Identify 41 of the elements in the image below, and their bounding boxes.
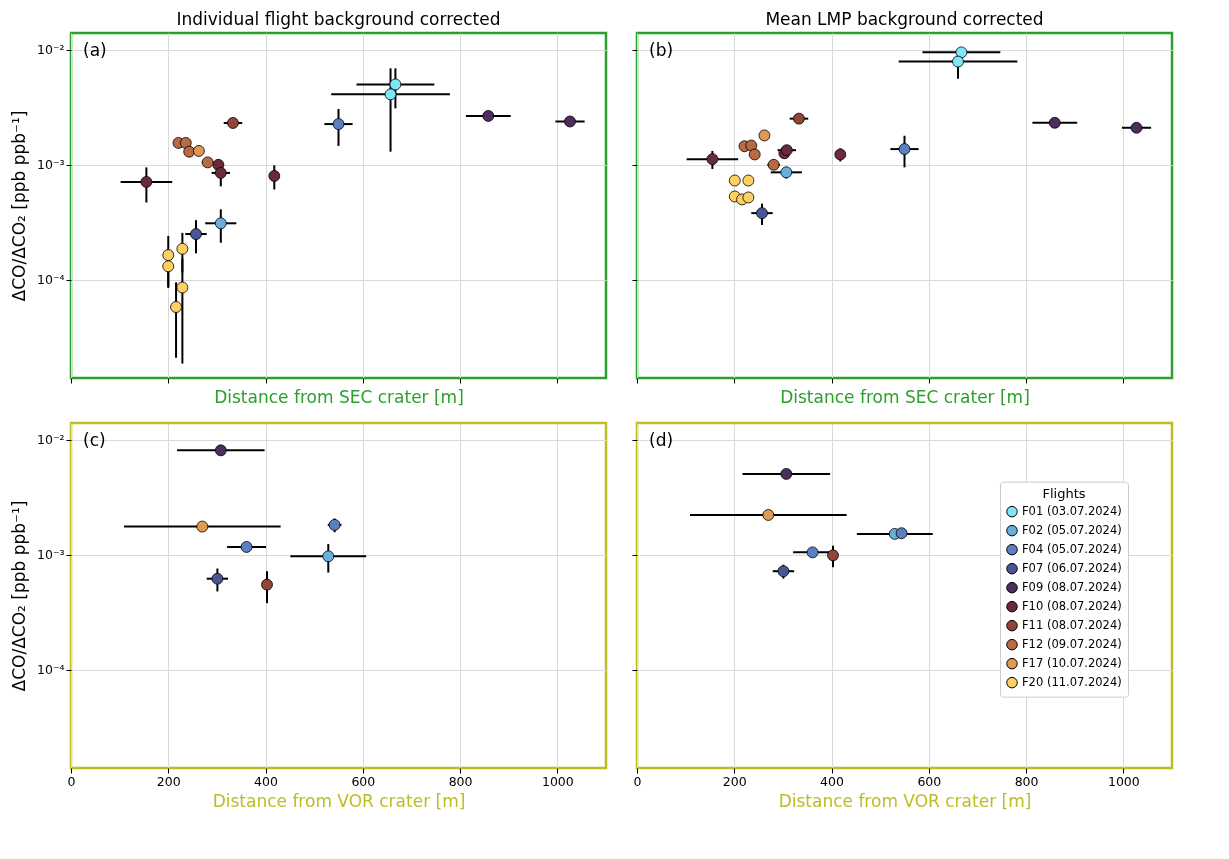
- annotation: (b): [649, 40, 674, 60]
- legend-label: F12 (09.07.2024): [1022, 636, 1122, 651]
- x-tick-label: 200: [156, 773, 181, 789]
- legend-label: F10 (08.07.2024): [1022, 598, 1122, 613]
- chart-title: Individual flight background corrected: [176, 9, 501, 29]
- x-tick-label: 400: [254, 773, 279, 789]
- legend-label: F17 (10.07.2024): [1022, 655, 1122, 670]
- x-tick-label: 0: [67, 773, 76, 789]
- legend-label: F01 (03.07.2024): [1022, 503, 1122, 518]
- x-axis-title: Distance from SEC crater [m]: [780, 387, 1030, 407]
- annotation: (d): [649, 430, 674, 450]
- x-tick-label: 200: [722, 773, 747, 789]
- y-tick-label: 10⁻⁴: [36, 272, 65, 288]
- annotation: (a): [83, 40, 107, 60]
- x-axis-title: Distance from VOR crater [m]: [212, 791, 466, 811]
- legend-label: F07 (06.07.2024): [1022, 560, 1122, 575]
- x-axis-title: Distance from SEC crater [m]: [214, 387, 464, 407]
- legend-label: F02 (05.07.2024): [1022, 522, 1122, 537]
- x-axis-title: Distance from VOR crater [m]: [778, 791, 1032, 811]
- x-tick-label: 800: [448, 773, 473, 789]
- y-tick-label: 10⁻⁴: [36, 662, 65, 678]
- x-tick-label: 1000: [541, 773, 574, 789]
- y-tick-label: 10⁻³: [36, 547, 65, 563]
- x-tick-label: 1000: [1107, 773, 1140, 789]
- legend-label: F11 (08.07.2024): [1022, 617, 1122, 632]
- legend-label: F09 (08.07.2024): [1022, 579, 1122, 594]
- x-tick-label: 400: [820, 773, 845, 789]
- y-axis-title: ΔCO/ΔCO₂ [ppb ppb⁻¹]: [8, 500, 29, 692]
- x-tick-label: 0: [633, 773, 642, 789]
- y-tick-label: 10⁻²: [36, 432, 65, 448]
- legend-label: F04 (05.07.2024): [1022, 541, 1122, 556]
- y-axis-title: ΔCO/ΔCO₂ [ppb ppb⁻¹]: [8, 110, 29, 302]
- chart-title: Mean LMP background corrected: [765, 9, 1044, 29]
- x-tick-label: 600: [351, 773, 376, 789]
- x-tick-label: 600: [917, 773, 942, 789]
- legend-title: Flights: [1042, 485, 1086, 501]
- annotation: (c): [83, 430, 106, 450]
- x-tick-label: 800: [1014, 773, 1039, 789]
- y-tick-label: 10⁻³: [36, 157, 65, 173]
- legend-label: F20 (11.07.2024): [1022, 674, 1122, 689]
- y-tick-label: 10⁻²: [36, 42, 65, 58]
